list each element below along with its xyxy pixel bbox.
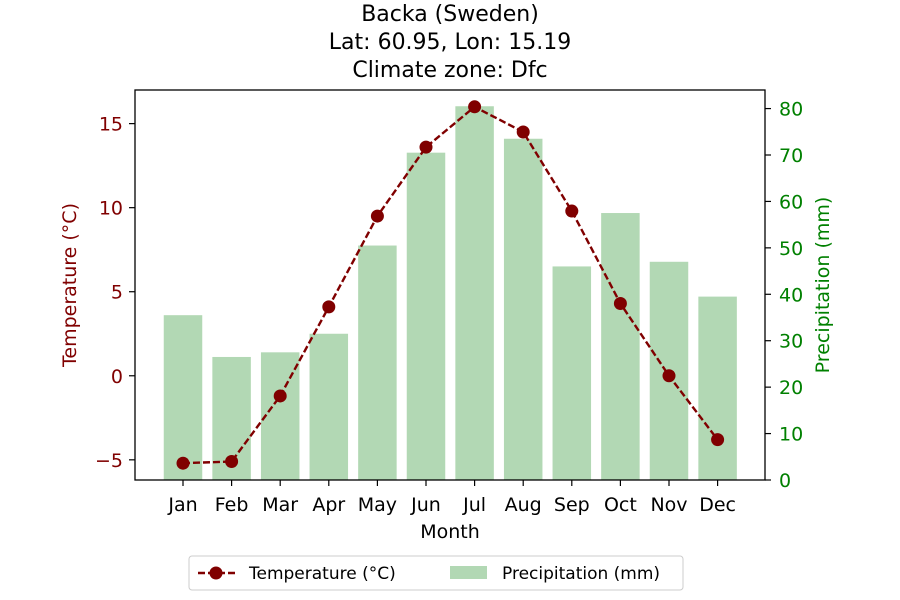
precip-bar-mar bbox=[260, 352, 300, 480]
precip-bar-dec bbox=[698, 296, 737, 480]
legend-precipitation-swatch bbox=[450, 566, 487, 579]
legend-temperature-marker bbox=[209, 566, 223, 580]
left-tick-label: 0 bbox=[111, 366, 123, 388]
x-tick-label-may: May bbox=[358, 494, 397, 516]
left-axis: −5 0 5 10 15 bbox=[95, 114, 135, 472]
left-axis-label: Temperature (°C) bbox=[59, 203, 81, 368]
chart-title-line-2: Lat: 60.95, Lon: 15.19 bbox=[329, 30, 571, 55]
precip-bar-jan bbox=[163, 315, 203, 480]
right-tick-label: 0 bbox=[779, 470, 791, 492]
right-axis: 0 10 20 30 40 50 60 70 80 bbox=[765, 99, 803, 492]
legend: Temperature (°C) Precipitation (mm) bbox=[188, 555, 684, 591]
temperature-point-apr bbox=[322, 300, 336, 314]
temperature-point-jan bbox=[176, 456, 190, 470]
right-tick-label: 60 bbox=[779, 191, 803, 213]
right-tick-label: 10 bbox=[779, 424, 803, 446]
x-tick-label-aug: Aug bbox=[505, 494, 542, 516]
precip-bar-aug bbox=[503, 138, 543, 480]
precip-bar-jul bbox=[455, 106, 494, 480]
left-tick-label: 15 bbox=[99, 114, 123, 136]
temperature-point-nov bbox=[662, 369, 676, 383]
x-axis-label: Month bbox=[420, 521, 480, 543]
x-tick-label-jun: Jun bbox=[410, 494, 441, 516]
precip-bar-oct bbox=[601, 213, 640, 481]
legend-temperature-label: Temperature (°C) bbox=[248, 564, 396, 584]
right-tick-label: 30 bbox=[779, 331, 803, 353]
temperature-point-may bbox=[370, 209, 384, 223]
right-tick-label: 70 bbox=[779, 145, 803, 167]
chart-title-line-3: Climate zone: Dfc bbox=[352, 58, 547, 83]
x-tick-label-mar: Mar bbox=[262, 494, 298, 516]
temperature-point-mar bbox=[273, 389, 287, 403]
right-tick-label: 50 bbox=[779, 238, 803, 260]
x-tick-label-apr: Apr bbox=[312, 494, 345, 516]
precipitation-bars bbox=[163, 106, 737, 481]
right-tick-label: 80 bbox=[779, 99, 803, 121]
chart-title-line-1: Backa (Sweden) bbox=[361, 2, 539, 27]
x-tick-label-dec: Dec bbox=[699, 494, 736, 516]
temperature-point-feb bbox=[225, 455, 239, 469]
temperature-point-jul bbox=[468, 100, 482, 114]
precip-bar-may bbox=[358, 245, 397, 480]
left-tick-label: 5 bbox=[111, 282, 123, 304]
temperature-point-oct bbox=[613, 296, 627, 310]
legend-precipitation-label: Precipitation (mm) bbox=[502, 564, 660, 584]
left-tick-label: −5 bbox=[95, 450, 123, 472]
x-tick-label-jul: Jul bbox=[462, 494, 486, 516]
x-tick-label-feb: Feb bbox=[215, 494, 249, 516]
plot-frame bbox=[134, 89, 766, 481]
x-tick-label-nov: Nov bbox=[650, 494, 687, 516]
precip-bar-apr bbox=[309, 333, 349, 480]
temperature-line bbox=[182, 105, 719, 465]
x-tick-label-oct: Oct bbox=[604, 494, 637, 516]
x-axis: Jan Feb Mar Apr May Jun Jul Aug Sep Oct Nov Dec bbox=[167, 480, 736, 516]
right-tick-label: 20 bbox=[779, 377, 803, 399]
x-tick-label-sep: Sep bbox=[554, 494, 590, 516]
right-tick-label: 40 bbox=[779, 284, 803, 306]
left-tick-label: 10 bbox=[99, 198, 123, 220]
temperature-point-dec bbox=[711, 433, 725, 447]
precip-bar-sep bbox=[552, 266, 592, 480]
temperature-line-layer bbox=[176, 100, 725, 470]
x-tick-label-jan: Jan bbox=[167, 494, 197, 516]
temperature-point-aug bbox=[516, 125, 530, 139]
precip-bar-jun bbox=[406, 152, 446, 480]
temperature-point-sep bbox=[565, 204, 579, 218]
right-axis-label: Precipitation (mm) bbox=[812, 197, 834, 374]
legend-box bbox=[188, 555, 684, 591]
temperature-point-jun bbox=[419, 140, 433, 154]
